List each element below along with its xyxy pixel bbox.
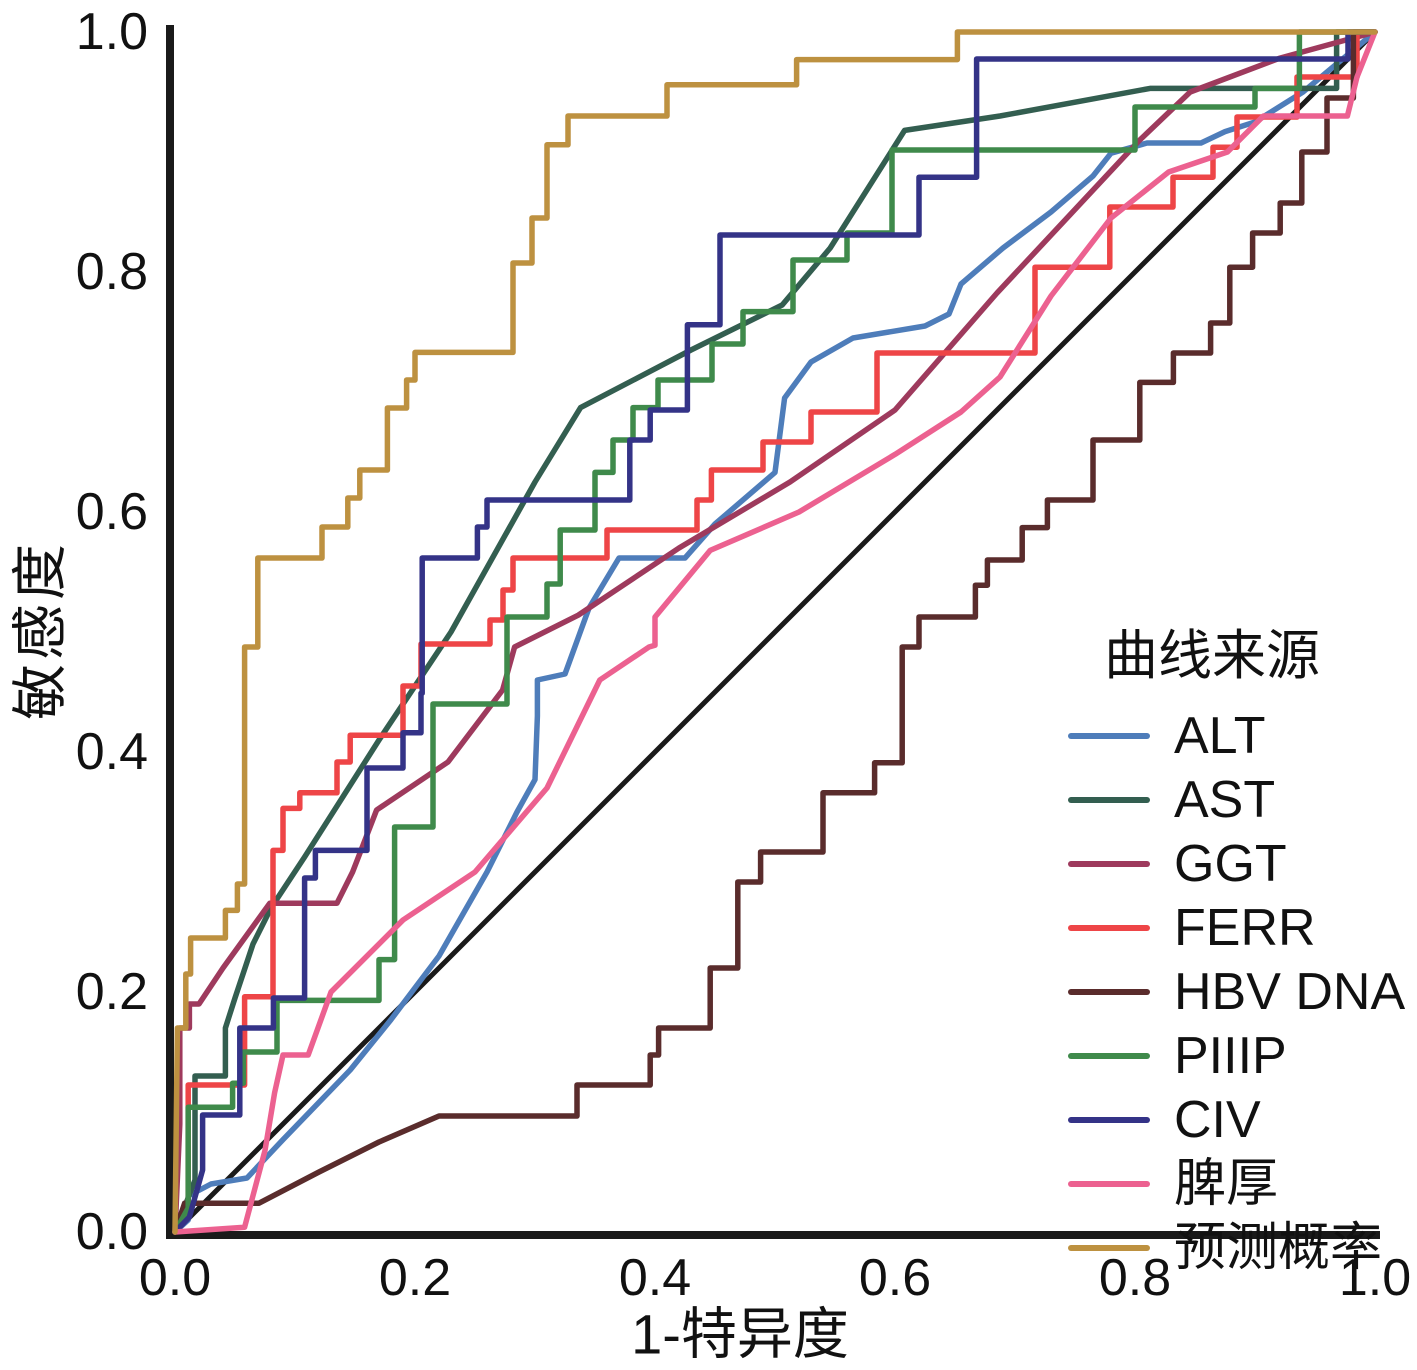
- legend-title: 曲线来源: [1104, 626, 1320, 686]
- legend-label-PIIIP: PIIIP: [1174, 1027, 1287, 1085]
- legend-item-脾厚: 脾厚: [1068, 1152, 1417, 1216]
- series-line-PIIIP: [172, 29, 1378, 1235]
- legend-swatch-icon-CIV: [1068, 1117, 1150, 1123]
- y-tick-label-0.0: 0.0: [75, 1203, 148, 1261]
- x-axis-title: 1-特异度: [631, 1302, 849, 1366]
- roc-curves: [172, 29, 1378, 1235]
- legend-label-ALT: ALT: [1174, 707, 1266, 765]
- legend-swatch-icon-PIIIP: [1068, 1053, 1150, 1059]
- y-tick-label-1.0: 1.0: [75, 3, 148, 61]
- x-tick-label-1.0: 1.0: [1338, 1249, 1412, 1307]
- y-tick-label-0.8: 0.8: [75, 243, 148, 301]
- legend-item-PIIIP: PIIIP: [1068, 1024, 1417, 1088]
- legend-label-GGT: GGT: [1174, 835, 1287, 893]
- legend: 曲线来源 ALT AST GGT FERR HBV DNA PIIIP CIV 脾厚预测概率: [1068, 626, 1417, 1280]
- y-axis-title: 敏感度: [8, 540, 72, 720]
- legend-swatch-icon-HBV DNA: [1068, 989, 1150, 995]
- legend-item-CIV: CIV: [1068, 1088, 1417, 1152]
- legend-label-HBV DNA: HBV DNA: [1174, 963, 1406, 1021]
- legend-label-FERR: FERR: [1174, 899, 1316, 957]
- legend-swatch-icon-脾厚: [1068, 1181, 1150, 1187]
- legend-item-FERR: FERR: [1068, 896, 1417, 960]
- legend-label-脾厚: 脾厚: [1174, 1155, 1279, 1213]
- series-line-预测概率: [172, 29, 1378, 1235]
- legend-swatch-icon-预测概率: [1068, 1245, 1150, 1251]
- x-tick-label-0.4: 0.4: [618, 1249, 692, 1307]
- legend-item-预测概率: 预测概率: [1068, 1216, 1417, 1280]
- legend-item-AST: AST: [1068, 768, 1417, 832]
- legend-swatch-icon-FERR: [1068, 925, 1150, 931]
- series-line-CIV: [172, 29, 1378, 1235]
- legend-swatch-icon-ALT: [1068, 733, 1150, 739]
- x-tick-label-0.8: 0.8: [1098, 1249, 1172, 1307]
- y-tick-label-0.6: 0.6: [75, 483, 148, 541]
- x-tick-label-0.6: 0.6: [858, 1249, 932, 1307]
- x-tick-label-0.0: 0.0: [138, 1249, 212, 1307]
- legend-label-CIV: CIV: [1174, 1091, 1261, 1149]
- legend-swatch-icon-AST: [1068, 797, 1150, 803]
- series-line-AST: [172, 29, 1378, 1235]
- reference-diagonal-line: [172, 29, 1378, 1235]
- legend-item-ALT: ALT: [1068, 704, 1417, 768]
- series-line-脾厚: [172, 29, 1378, 1235]
- series-line-GGT: [172, 29, 1378, 1235]
- legend-item-GGT: GGT: [1068, 832, 1417, 896]
- legend-label-预测概率: 预测概率: [1174, 1219, 1383, 1277]
- series-line-FERR: [172, 29, 1378, 1235]
- series-line-HBV DNA: [172, 29, 1378, 1235]
- legend-item-HBV DNA: HBV DNA: [1068, 960, 1417, 1024]
- y-tick-label-0.4: 0.4: [75, 723, 148, 781]
- legend-items: ALT AST GGT FERR HBV DNA PIIIP CIV 脾厚预测概率: [1068, 704, 1417, 1280]
- y-tick-label-0.2: 0.2: [75, 963, 148, 1021]
- legend-label-AST: AST: [1174, 771, 1276, 829]
- x-tick-label-0.2: 0.2: [378, 1249, 452, 1307]
- legend-swatch-icon-GGT: [1068, 861, 1150, 867]
